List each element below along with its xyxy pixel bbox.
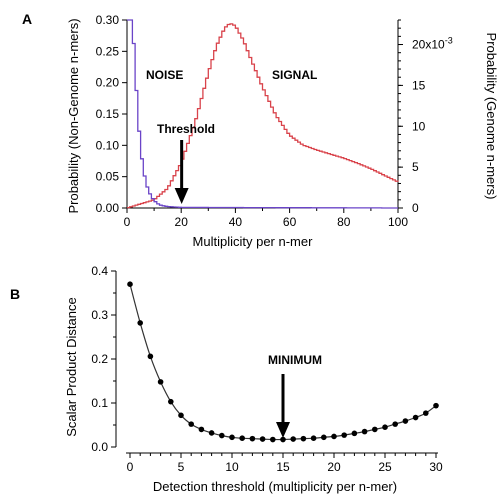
noise-label: NOISE bbox=[146, 68, 183, 82]
panel-a-right-y-tick-label: 10 bbox=[412, 119, 426, 133]
panel-a-right-y-tick-label: 5 bbox=[412, 160, 419, 174]
distance-point bbox=[208, 430, 215, 436]
signal-label: SIGNAL bbox=[272, 68, 317, 82]
distance-point bbox=[137, 320, 143, 326]
panel-a-x-axis-label: Multiplicity per n-mer bbox=[193, 234, 314, 249]
minimum-arrow-head bbox=[276, 422, 290, 438]
panel-a-ticks: 0 20 40 60 80 1000.000.050.100.150.200.250.30… bbox=[96, 13, 453, 229]
panel-a-left-y-tick-label: 0.25 bbox=[96, 44, 120, 58]
distance-point bbox=[280, 436, 286, 443]
panel-a-left-y-tick-label: 0.00 bbox=[96, 201, 120, 215]
panel-a-left-y-tick-label: 0.30 bbox=[96, 13, 120, 27]
panel-a-x-tick-label: 60 bbox=[283, 215, 297, 229]
threshold-arrow-head bbox=[174, 188, 189, 204]
panel-b-x-tick-label: 30 bbox=[429, 460, 443, 474]
distance-point bbox=[198, 426, 205, 433]
distance-point bbox=[433, 402, 439, 409]
distance-point bbox=[423, 410, 429, 416]
panel-a-x-tick-label: 100 bbox=[388, 215, 408, 229]
distance-point bbox=[331, 433, 337, 440]
distance-point bbox=[300, 435, 307, 442]
distance-point bbox=[147, 353, 154, 360]
panel-a-chart: A 0 20 40 60 80 1000.000.050.100.150.200.250.… bbox=[22, 11, 497, 249]
panel-b-y-tick-label: 0.1 bbox=[91, 396, 108, 410]
distance-point bbox=[229, 434, 235, 441]
panel-a-x-tick-label: 0 bbox=[124, 215, 131, 229]
panel-b-ticks: 0 5 10 15 20 25 30 0.0 0.1 0.2 0.3 0.4 bbox=[91, 264, 443, 474]
panel-a-left-y-tick-label: 0.20 bbox=[96, 76, 120, 90]
distance-point bbox=[239, 435, 245, 442]
panel-b-y-tick-label: 0.4 bbox=[91, 264, 108, 278]
threshold-arrow bbox=[174, 140, 189, 204]
distance-point bbox=[392, 421, 399, 427]
panel-b-x-tick-label: 25 bbox=[378, 460, 392, 474]
panel-a-left-y-tick-label: 0.10 bbox=[96, 138, 120, 152]
panel-a-x-tick-label: 80 bbox=[337, 215, 351, 229]
panel-b-y-tick-label: 0.3 bbox=[91, 308, 108, 322]
panel-b-x-tick-label: 20 bbox=[327, 460, 341, 474]
panel-a-right-y-axis-label: Probability (Genome n-mers) bbox=[484, 33, 497, 200]
panel-b-letter: B bbox=[10, 286, 20, 302]
signal-series-line bbox=[127, 23, 399, 209]
panel-b-x-tick-label: 5 bbox=[178, 460, 185, 474]
threshold-label: Threshold bbox=[157, 122, 215, 136]
panel-a-axes bbox=[126, 20, 399, 209]
panel-a-left-y-tick-label: 0.15 bbox=[96, 107, 120, 121]
panel-a-right-y-tick-label: 0 bbox=[412, 201, 419, 215]
panel-a-left-y-axis-label: Probability (Non-Genome n-mers) bbox=[66, 18, 81, 213]
panel-a-letter: A bbox=[22, 11, 32, 27]
distance-point bbox=[412, 414, 419, 421]
panel-b-x-tick-label: 15 bbox=[276, 460, 290, 474]
distance-point bbox=[249, 435, 256, 442]
minimum-arrow bbox=[276, 374, 290, 438]
distance-point bbox=[351, 430, 358, 437]
noise-series-line bbox=[127, 19, 398, 209]
panel-b-chart: B 0 5 10 15 20 25 30 0.0 0.1 0.2 0.3 0.4 MINIMUM De… bbox=[10, 264, 443, 494]
panel-a-right-y-tick-label: 20x10-3 bbox=[412, 36, 453, 52]
distance-point bbox=[382, 424, 388, 431]
distance-point bbox=[290, 436, 297, 442]
distance-point bbox=[341, 432, 348, 438]
panel-a-right-y-tick-label: 15 bbox=[412, 78, 426, 92]
distance-point bbox=[321, 434, 327, 441]
panel-b-x-tick-label: 0 bbox=[127, 460, 134, 474]
distance-point bbox=[270, 436, 276, 443]
distance-point bbox=[310, 435, 317, 442]
distance-point bbox=[361, 428, 368, 435]
minimum-label: MINIMUM bbox=[268, 353, 322, 367]
panel-a-left-y-tick-label: 0.05 bbox=[96, 170, 120, 184]
distance-point bbox=[219, 432, 225, 439]
panel-b-y-tick-label: 0.2 bbox=[91, 352, 108, 366]
distance-point bbox=[178, 412, 184, 419]
panel-b-y-axis-label: Scalar Product Distance bbox=[64, 297, 79, 436]
distance-point bbox=[127, 281, 133, 288]
panel-a-x-tick-label: 20 bbox=[175, 215, 189, 229]
distance-point bbox=[168, 398, 174, 405]
distance-curve-points bbox=[127, 281, 439, 443]
distance-point bbox=[259, 436, 266, 442]
distance-point bbox=[157, 379, 164, 385]
distance-point bbox=[188, 421, 194, 427]
distance-point bbox=[402, 418, 409, 424]
panel-a-x-tick-label: 40 bbox=[229, 215, 243, 229]
panel-b-x-tick-label: 10 bbox=[225, 460, 239, 474]
panel-b-x-axis-label: Detection threshold (multiplicity per n-… bbox=[153, 479, 397, 494]
panel-b-y-tick-label: 0.0 bbox=[91, 440, 108, 454]
distance-point bbox=[372, 426, 378, 433]
